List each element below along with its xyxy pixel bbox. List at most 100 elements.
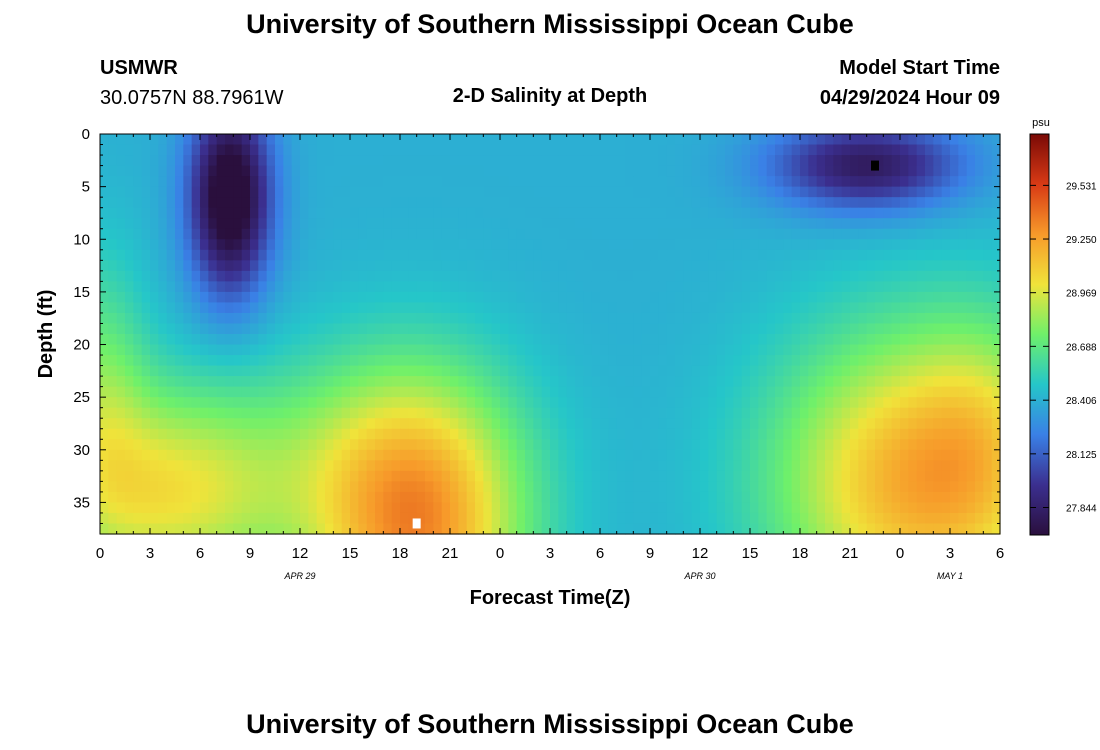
heatmap-cell <box>900 302 909 314</box>
heatmap-cell <box>950 218 959 230</box>
heatmap-cell <box>100 386 109 398</box>
heatmap-cell <box>791 228 801 240</box>
heatmap-cell <box>616 260 626 272</box>
heatmap-cell <box>325 376 334 388</box>
heatmap-cell <box>191 407 201 419</box>
heatmap-cell <box>158 502 168 514</box>
heatmap-cell <box>516 512 526 525</box>
heatmap-cell <box>341 249 351 261</box>
heatmap-cell <box>483 134 493 146</box>
heatmap-cell <box>533 302 543 314</box>
heatmap-cell <box>275 144 284 156</box>
heatmap-cell <box>625 144 634 156</box>
heatmap-cell <box>108 491 118 504</box>
heatmap-cell <box>616 239 626 251</box>
heatmap-cell <box>608 449 618 461</box>
heatmap-cell <box>166 481 176 493</box>
heatmap-cell <box>466 355 476 367</box>
heatmap-cell <box>508 134 518 146</box>
heatmap-cell <box>875 407 884 419</box>
heatmap-cell <box>116 197 126 209</box>
heatmap-cell <box>541 397 551 409</box>
heatmap-cell <box>741 334 751 346</box>
heatmap-cell <box>325 323 334 335</box>
heatmap-cell <box>466 344 476 356</box>
heatmap-cell <box>833 260 843 272</box>
heatmap-cell <box>800 176 809 188</box>
heatmap-cell <box>358 512 368 525</box>
heatmap-cell <box>833 176 843 188</box>
heatmap-cell <box>433 176 443 188</box>
heatmap-cell <box>283 365 293 377</box>
heatmap-cell <box>675 386 684 398</box>
heatmap-cell <box>616 249 626 261</box>
heatmap-cell <box>883 218 893 230</box>
heatmap-cell <box>733 291 743 304</box>
heatmap-cell <box>308 481 318 493</box>
heatmap-cell <box>408 491 418 504</box>
heatmap-cell <box>891 439 901 451</box>
heatmap-cell <box>241 355 251 367</box>
heatmap-cell <box>266 260 276 272</box>
heatmap-cell <box>508 260 518 272</box>
heatmap-cell <box>350 228 359 240</box>
heatmap-cell <box>116 239 126 251</box>
heatmap-cell <box>608 481 618 493</box>
heatmap-cell <box>750 334 759 346</box>
heatmap-cell <box>983 249 993 261</box>
heatmap-cell <box>116 207 126 219</box>
heatmap-cell <box>716 134 726 146</box>
heatmap-cell <box>591 207 601 219</box>
heatmap-cell <box>200 144 209 156</box>
heatmap-cell <box>541 376 551 388</box>
heatmap-cell <box>116 302 126 314</box>
heatmap-cell <box>350 323 359 335</box>
heatmap-cell <box>266 323 276 335</box>
heatmap-cell <box>950 228 959 240</box>
heatmap-cell <box>783 460 793 472</box>
heatmap-cell <box>150 302 159 314</box>
heatmap-cell <box>358 470 368 482</box>
heatmap-cell <box>241 302 251 314</box>
heatmap-cell <box>933 249 943 261</box>
heatmap-cell <box>308 386 318 398</box>
heatmap-cell <box>783 344 793 356</box>
heatmap-cell <box>483 344 493 356</box>
heatmap-cell <box>625 228 634 240</box>
heatmap-cell <box>966 312 976 325</box>
heatmap-cell <box>991 249 1001 261</box>
heatmap-cell <box>225 376 234 388</box>
heatmap-cell <box>675 407 684 419</box>
heatmap-cell <box>675 355 684 367</box>
heatmap-cell <box>650 134 659 146</box>
heatmap-cell <box>400 176 409 188</box>
heatmap-cell <box>958 218 968 230</box>
heatmap-cell <box>725 376 734 388</box>
heatmap-cell <box>425 270 434 282</box>
heatmap-marker <box>871 160 879 171</box>
heatmap-cell <box>158 355 168 367</box>
heatmap-cell <box>441 176 451 188</box>
heatmap-cell <box>291 449 301 461</box>
heatmap-cell <box>891 134 901 146</box>
heatmap-cell <box>908 165 918 177</box>
heatmap-cell <box>525 397 534 409</box>
heatmap-cell <box>541 323 551 335</box>
heatmap-cell <box>708 165 718 177</box>
heatmap-cell <box>541 291 551 304</box>
heatmap-cell <box>691 260 701 272</box>
heatmap-cell <box>583 186 593 198</box>
heatmap-cell <box>933 344 943 356</box>
heatmap-cell <box>983 239 993 251</box>
heatmap-cell <box>891 260 901 272</box>
heatmap-cell <box>491 165 501 177</box>
heatmap-cell <box>816 523 826 535</box>
heatmap-cell <box>416 334 426 346</box>
heatmap-cell <box>725 249 734 261</box>
heatmap-cell <box>666 218 676 230</box>
heatmap-cell <box>816 439 826 451</box>
heatmap-cell <box>441 439 451 451</box>
heatmap-cell <box>108 439 118 451</box>
heatmap-cell <box>525 270 534 282</box>
heatmap-cell <box>275 407 284 419</box>
